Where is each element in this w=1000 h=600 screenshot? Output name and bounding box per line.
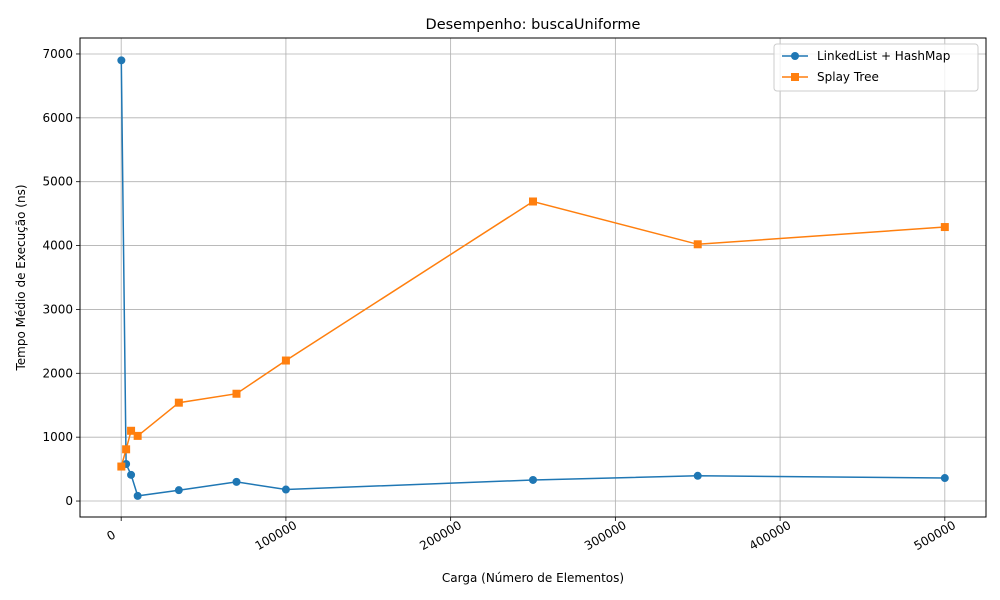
data-point: [529, 475, 537, 484]
legend-box: [773, 43, 979, 92]
grid: [80, 38, 986, 517]
series-1: [117, 56, 949, 500]
data-point: [529, 197, 537, 206]
data-point: [693, 240, 702, 249]
y-axis-ticks: 0 1000 2000 3000 4000 5000 6000 7000: [42, 47, 80, 508]
data-point: [174, 398, 183, 407]
series-2: [117, 197, 949, 471]
plot-frame: [79, 37, 987, 518]
y-tick-label: 6000: [42, 111, 73, 125]
y-tick-label: 5000: [42, 175, 73, 189]
legend-label: LinkedList + HashMap: [817, 49, 950, 63]
data-point: [127, 470, 136, 479]
data-point: [117, 462, 126, 471]
x-axis-title: Carga (Número de Elementos): [442, 571, 624, 585]
series-layer: [117, 56, 949, 500]
y-tick-label: 7000: [42, 47, 73, 61]
y-axis-title: Tempo Médio de Execução (ns): [14, 184, 28, 371]
data-point: [232, 389, 241, 398]
y-tick-label: 2000: [42, 366, 73, 380]
data-point: [940, 223, 949, 232]
data-point: [232, 477, 241, 486]
y-tick-label: 3000: [42, 302, 73, 316]
y-tick-label: 1000: [42, 430, 73, 444]
legend-entry: LinkedList + HashMap: [782, 49, 950, 63]
data-point: [133, 491, 142, 500]
y-tick-label: 0: [65, 494, 73, 508]
data-point: [127, 426, 136, 435]
legend-entry: Splay Tree: [782, 70, 879, 84]
series-line: [120, 60, 945, 497]
legend-label: Splay Tree: [817, 70, 879, 84]
data-point: [174, 486, 183, 495]
data-point: [117, 56, 126, 65]
legend: LinkedList + HashMap Splay Tree: [773, 43, 979, 92]
chart-title: Desempenho: buscaUniforme: [426, 17, 641, 33]
legend-marker: [791, 73, 799, 81]
data-point: [281, 485, 290, 494]
data-point: [693, 471, 702, 480]
data-point: [281, 356, 290, 365]
data-point: [122, 445, 131, 454]
series-line: [120, 200, 945, 467]
data-point: [133, 431, 142, 440]
legend-marker: [791, 52, 799, 60]
data-point: [940, 474, 949, 483]
y-tick-label: 4000: [42, 239, 73, 253]
